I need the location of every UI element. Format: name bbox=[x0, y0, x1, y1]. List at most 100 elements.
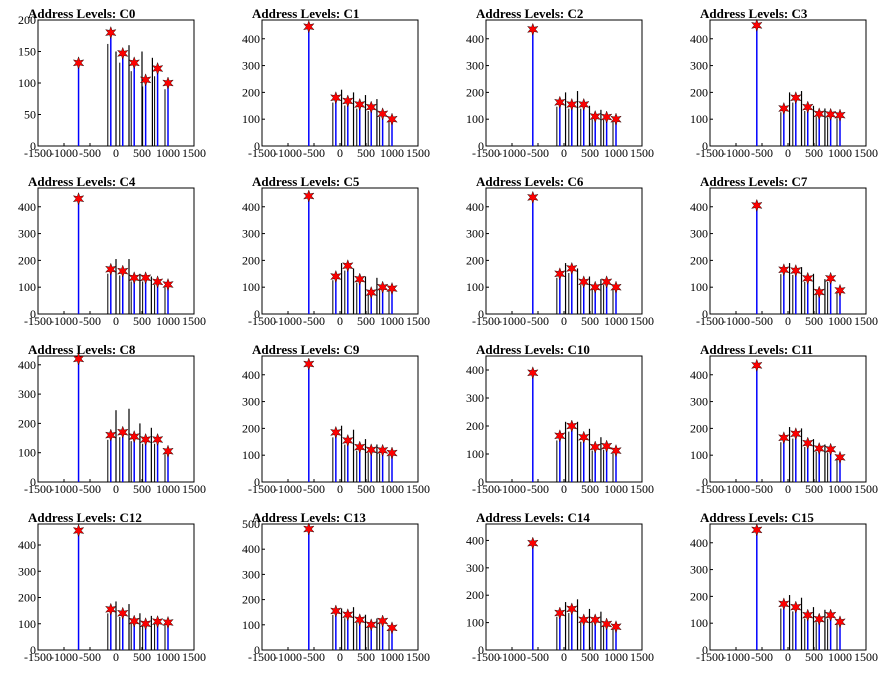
chart-title: Address Levels: C5 bbox=[252, 174, 360, 189]
y-tick-label: 300 bbox=[466, 391, 484, 405]
peak-marker bbox=[330, 604, 342, 618]
x-tick-label: 1500 bbox=[630, 650, 654, 664]
y-tick-label: 400 bbox=[18, 200, 36, 214]
peak-marker bbox=[778, 101, 790, 116]
x-tick-label: 1000 bbox=[156, 650, 180, 664]
x-tick-label: 0 bbox=[785, 314, 791, 328]
x-tick-label: -1500 bbox=[248, 482, 276, 496]
peak-marker bbox=[151, 275, 164, 289]
chart-title: Address Levels: C2 bbox=[476, 6, 583, 21]
y-tick-label: 100 bbox=[690, 616, 708, 630]
y-tick-label: 200 bbox=[690, 421, 708, 435]
x-tick-label: 1500 bbox=[854, 146, 878, 160]
x-tick-label: 500 bbox=[133, 146, 151, 160]
y-tick-label: 400 bbox=[242, 32, 260, 46]
chart-title: Address Levels: C13 bbox=[252, 510, 366, 525]
x-tick-label: 1500 bbox=[182, 482, 206, 496]
peak-marker bbox=[600, 275, 613, 289]
peak-marker bbox=[162, 277, 174, 292]
x-tick-label: -1500 bbox=[472, 146, 500, 160]
y-tick-label: 200 bbox=[466, 419, 484, 433]
y-tick-label: 100 bbox=[242, 112, 260, 126]
peak-marker bbox=[600, 617, 613, 631]
y-tick-label: 0 bbox=[478, 307, 484, 321]
peak-marker bbox=[386, 621, 398, 635]
peak-marker bbox=[117, 46, 129, 61]
x-tick-label: -1000 bbox=[274, 314, 302, 328]
peak-marker bbox=[610, 620, 622, 634]
x-tick-label: -1500 bbox=[696, 482, 724, 496]
x-tick-label: -1500 bbox=[472, 314, 500, 328]
x-tick-label: 1500 bbox=[854, 650, 878, 664]
peak-marker bbox=[566, 97, 578, 112]
chart-svg: Address Levels: C12 0 100 200 300 400 -1500-10… bbox=[18, 510, 206, 664]
chart-title: Address Levels: C4 bbox=[28, 174, 136, 189]
y-tick-label: 300 bbox=[466, 59, 484, 73]
x-tick-label: 500 bbox=[805, 146, 823, 160]
x-tick-label: 500 bbox=[805, 650, 823, 664]
y-tick-label: 300 bbox=[466, 227, 484, 241]
peak-marker bbox=[610, 280, 622, 294]
chart-panel: Address Levels: C0 0 50 100 150 200 -1500 -1000… bbox=[0, 0, 224, 168]
peak-marker bbox=[386, 112, 398, 126]
peak-marker bbox=[139, 432, 152, 447]
peak-marker bbox=[790, 427, 802, 441]
x-tick-label: -1500 bbox=[24, 314, 52, 328]
x-tick-label: 500 bbox=[357, 482, 375, 496]
y-tick-label: 400 bbox=[466, 363, 484, 377]
chart-svg: Address Levels: C11 0 100 200 300 400 -1500-10… bbox=[690, 342, 878, 496]
plot-frame bbox=[485, 187, 643, 315]
y-tick-label: 200 bbox=[18, 416, 36, 430]
peak-marker bbox=[151, 615, 164, 629]
peak-marker bbox=[554, 267, 566, 281]
plot-frame bbox=[709, 187, 867, 315]
y-tick-label: 200 bbox=[242, 253, 260, 267]
peak-marker bbox=[354, 613, 366, 627]
peak-marker bbox=[386, 446, 398, 460]
x-tick-label: 1000 bbox=[156, 314, 180, 328]
chart-svg: Address Levels: C6 0 100 200 300 400 -1500-100… bbox=[466, 174, 654, 328]
y-tick-label: 400 bbox=[242, 542, 260, 556]
chart-panel: Address Levels: C14 0 100 200 300 400 -1500 -10… bbox=[448, 504, 672, 672]
x-tick-label: 500 bbox=[357, 146, 375, 160]
peak-marker bbox=[128, 429, 140, 444]
x-tick-label: 1000 bbox=[604, 482, 628, 496]
peak-marker bbox=[610, 444, 622, 458]
peak-marker bbox=[72, 192, 85, 206]
x-tick-label: 500 bbox=[581, 650, 599, 664]
peak-marker bbox=[610, 112, 622, 126]
peak-marker bbox=[566, 602, 578, 616]
y-tick-label: 100 bbox=[18, 76, 36, 90]
x-tick-label: -500 bbox=[527, 314, 549, 328]
y-tick-label: 300 bbox=[18, 227, 36, 241]
plot-frame bbox=[261, 19, 419, 147]
x-tick-label: 0 bbox=[785, 482, 791, 496]
x-tick-label: -500 bbox=[303, 650, 325, 664]
y-tick-label: 400 bbox=[242, 200, 260, 214]
x-tick-label: 1000 bbox=[380, 146, 404, 160]
x-tick-label: 0 bbox=[561, 314, 567, 328]
peak-marker bbox=[354, 97, 366, 112]
x-tick-label: -1500 bbox=[696, 650, 724, 664]
peak-marker bbox=[589, 109, 601, 124]
x-tick-label: -1000 bbox=[50, 314, 78, 328]
y-tick-label: 100 bbox=[690, 112, 708, 126]
peak-marker bbox=[824, 442, 837, 456]
y-tick-label: 200 bbox=[242, 593, 260, 607]
peak-marker bbox=[376, 280, 389, 294]
chart-svg: Address Levels: C2 0 100 200 300 400 -1500-100… bbox=[466, 6, 654, 160]
x-tick-label: -500 bbox=[751, 650, 773, 664]
peak-marker bbox=[342, 608, 354, 622]
peak-marker bbox=[778, 597, 790, 611]
peak-marker bbox=[578, 97, 590, 112]
chart-title: Address Levels: C10 bbox=[476, 342, 590, 357]
peak-marker bbox=[117, 425, 129, 439]
x-tick-label: -1500 bbox=[696, 146, 724, 160]
peak-marker bbox=[589, 613, 601, 627]
peak-marker bbox=[139, 617, 152, 631]
peak-marker bbox=[813, 107, 825, 121]
chart-title: Address Levels: C12 bbox=[28, 510, 142, 525]
x-tick-label: 500 bbox=[581, 482, 599, 496]
x-tick-label: -500 bbox=[527, 482, 549, 496]
